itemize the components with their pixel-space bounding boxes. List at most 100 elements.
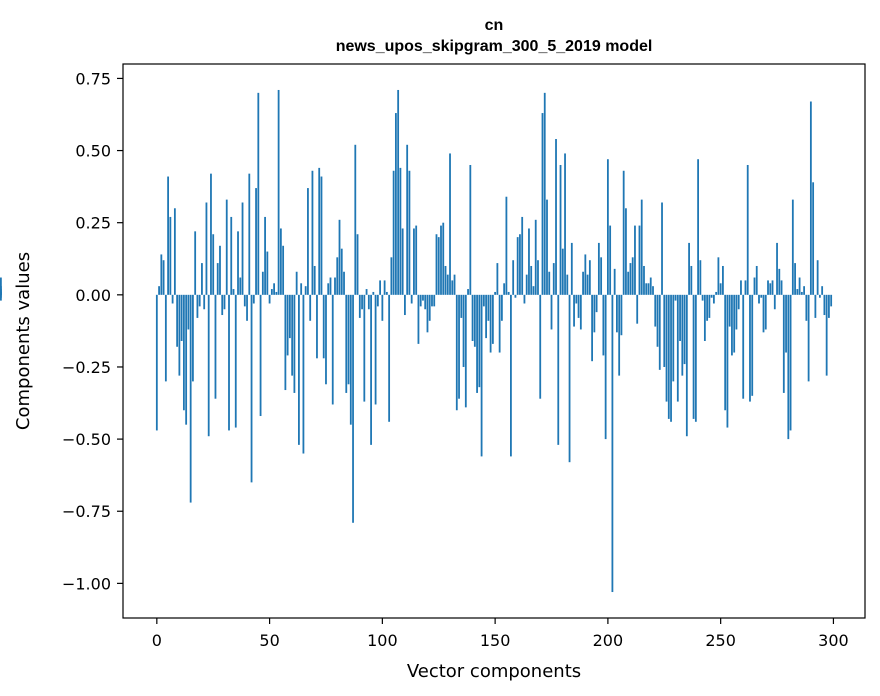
bar-149 — [491, 294, 494, 344]
bar-161 — [519, 234, 521, 295]
bar-47 — [261, 271, 264, 295]
bar-undefined — [0, 294, 2, 301]
bar-226 — [665, 294, 668, 402]
bar-296 — [823, 294, 826, 316]
bar-256 — [733, 294, 736, 353]
bar-103 — [388, 294, 391, 422]
bar-159 — [514, 294, 517, 298]
bar-196 — [597, 242, 600, 295]
bar-151 — [496, 263, 499, 295]
bar-141 — [473, 294, 476, 347]
bar-213 — [636, 294, 639, 324]
bar-25 — [212, 234, 215, 295]
bar-281 — [789, 294, 792, 431]
bar-181 — [564, 153, 566, 295]
bar-257 — [735, 294, 738, 330]
bar-93 — [365, 289, 368, 295]
bar-123 — [433, 294, 436, 307]
bar-233 — [681, 294, 684, 376]
bar-40 — [246, 294, 248, 321]
bar-85 — [347, 294, 350, 385]
bar-72 — [318, 167, 321, 295]
bar-49 — [266, 251, 269, 295]
y-axis-ticks: −1.00 −0.75 −0.50 −0.25 0.00 0.25 0.50 0.75 — [62, 69, 123, 593]
bar-231 — [676, 294, 679, 402]
bar-258 — [737, 294, 740, 310]
bar-16 — [192, 294, 194, 382]
bar-127 — [442, 222, 445, 295]
bar-212 — [634, 225, 636, 295]
bar-297 — [825, 294, 828, 376]
bar-162 — [521, 216, 524, 295]
bar-111 — [406, 144, 409, 295]
bar-172 — [543, 92, 546, 295]
bar-261 — [744, 280, 747, 295]
bar-80 — [336, 257, 339, 295]
bar-250 — [719, 283, 722, 295]
x-axis-label: Vector components — [407, 661, 581, 682]
bar-99 — [379, 280, 381, 295]
bar-3 — [162, 260, 165, 295]
bar-186 — [575, 294, 578, 304]
bar-190 — [584, 254, 587, 295]
bar-106 — [394, 113, 397, 295]
bar-68 — [309, 294, 312, 321]
bar-243 — [703, 294, 706, 341]
bar-100 — [381, 294, 384, 321]
bar-204 — [616, 294, 618, 333]
bar-202 — [611, 294, 614, 593]
bar-70 — [313, 265, 316, 295]
bar-18 — [196, 294, 199, 318]
bar-259 — [740, 280, 742, 295]
bar-221 — [654, 294, 657, 327]
bar-52 — [273, 283, 275, 295]
bar-237 — [690, 265, 693, 295]
bar-247 — [712, 294, 715, 304]
bar-71 — [316, 294, 318, 359]
bar-91 — [361, 294, 363, 310]
bar-153 — [500, 294, 503, 321]
bar-191 — [586, 274, 589, 295]
bar-205 — [618, 294, 621, 376]
bar-241 — [699, 260, 702, 295]
y-tick-label: −1.00 — [62, 574, 111, 593]
bar-20 — [201, 263, 203, 295]
bar-185 — [573, 294, 575, 327]
bar-199 — [604, 294, 607, 440]
bar-171 — [541, 113, 544, 295]
bar-292 — [814, 294, 817, 318]
bar-117 — [419, 294, 422, 307]
bar-4 — [164, 294, 167, 382]
bar-290 — [809, 101, 812, 295]
bar-83 — [343, 271, 345, 295]
bar-122 — [431, 294, 433, 307]
bar-undefined — [0, 277, 2, 295]
x-tick-label: 250 — [705, 631, 736, 650]
bar-116 — [417, 294, 420, 344]
bar-60 — [291, 294, 294, 376]
bar-157 — [510, 294, 512, 457]
bar-142 — [476, 294, 478, 393]
bar-6 — [169, 216, 172, 295]
bar-210 — [629, 263, 632, 295]
bar-82 — [340, 248, 343, 295]
bar-219 — [649, 277, 652, 295]
bar-164 — [525, 274, 528, 295]
bar-27 — [216, 263, 219, 295]
bar-65 — [302, 294, 305, 454]
bar-51 — [270, 289, 273, 295]
bar-154 — [503, 283, 506, 295]
bar-223 — [658, 294, 661, 370]
bar-28 — [219, 245, 221, 295]
bar-282 — [791, 199, 794, 295]
chart-title: cn — [485, 17, 504, 34]
bar-178 — [557, 294, 560, 445]
bar-132 — [453, 274, 456, 295]
bar-55 — [279, 228, 282, 295]
bar-276 — [778, 268, 781, 295]
bar-105 — [392, 170, 395, 295]
bar-179 — [559, 164, 562, 295]
y-tick-label: 0.25 — [75, 214, 111, 233]
bar-245 — [708, 294, 711, 318]
bar-131 — [451, 280, 454, 295]
